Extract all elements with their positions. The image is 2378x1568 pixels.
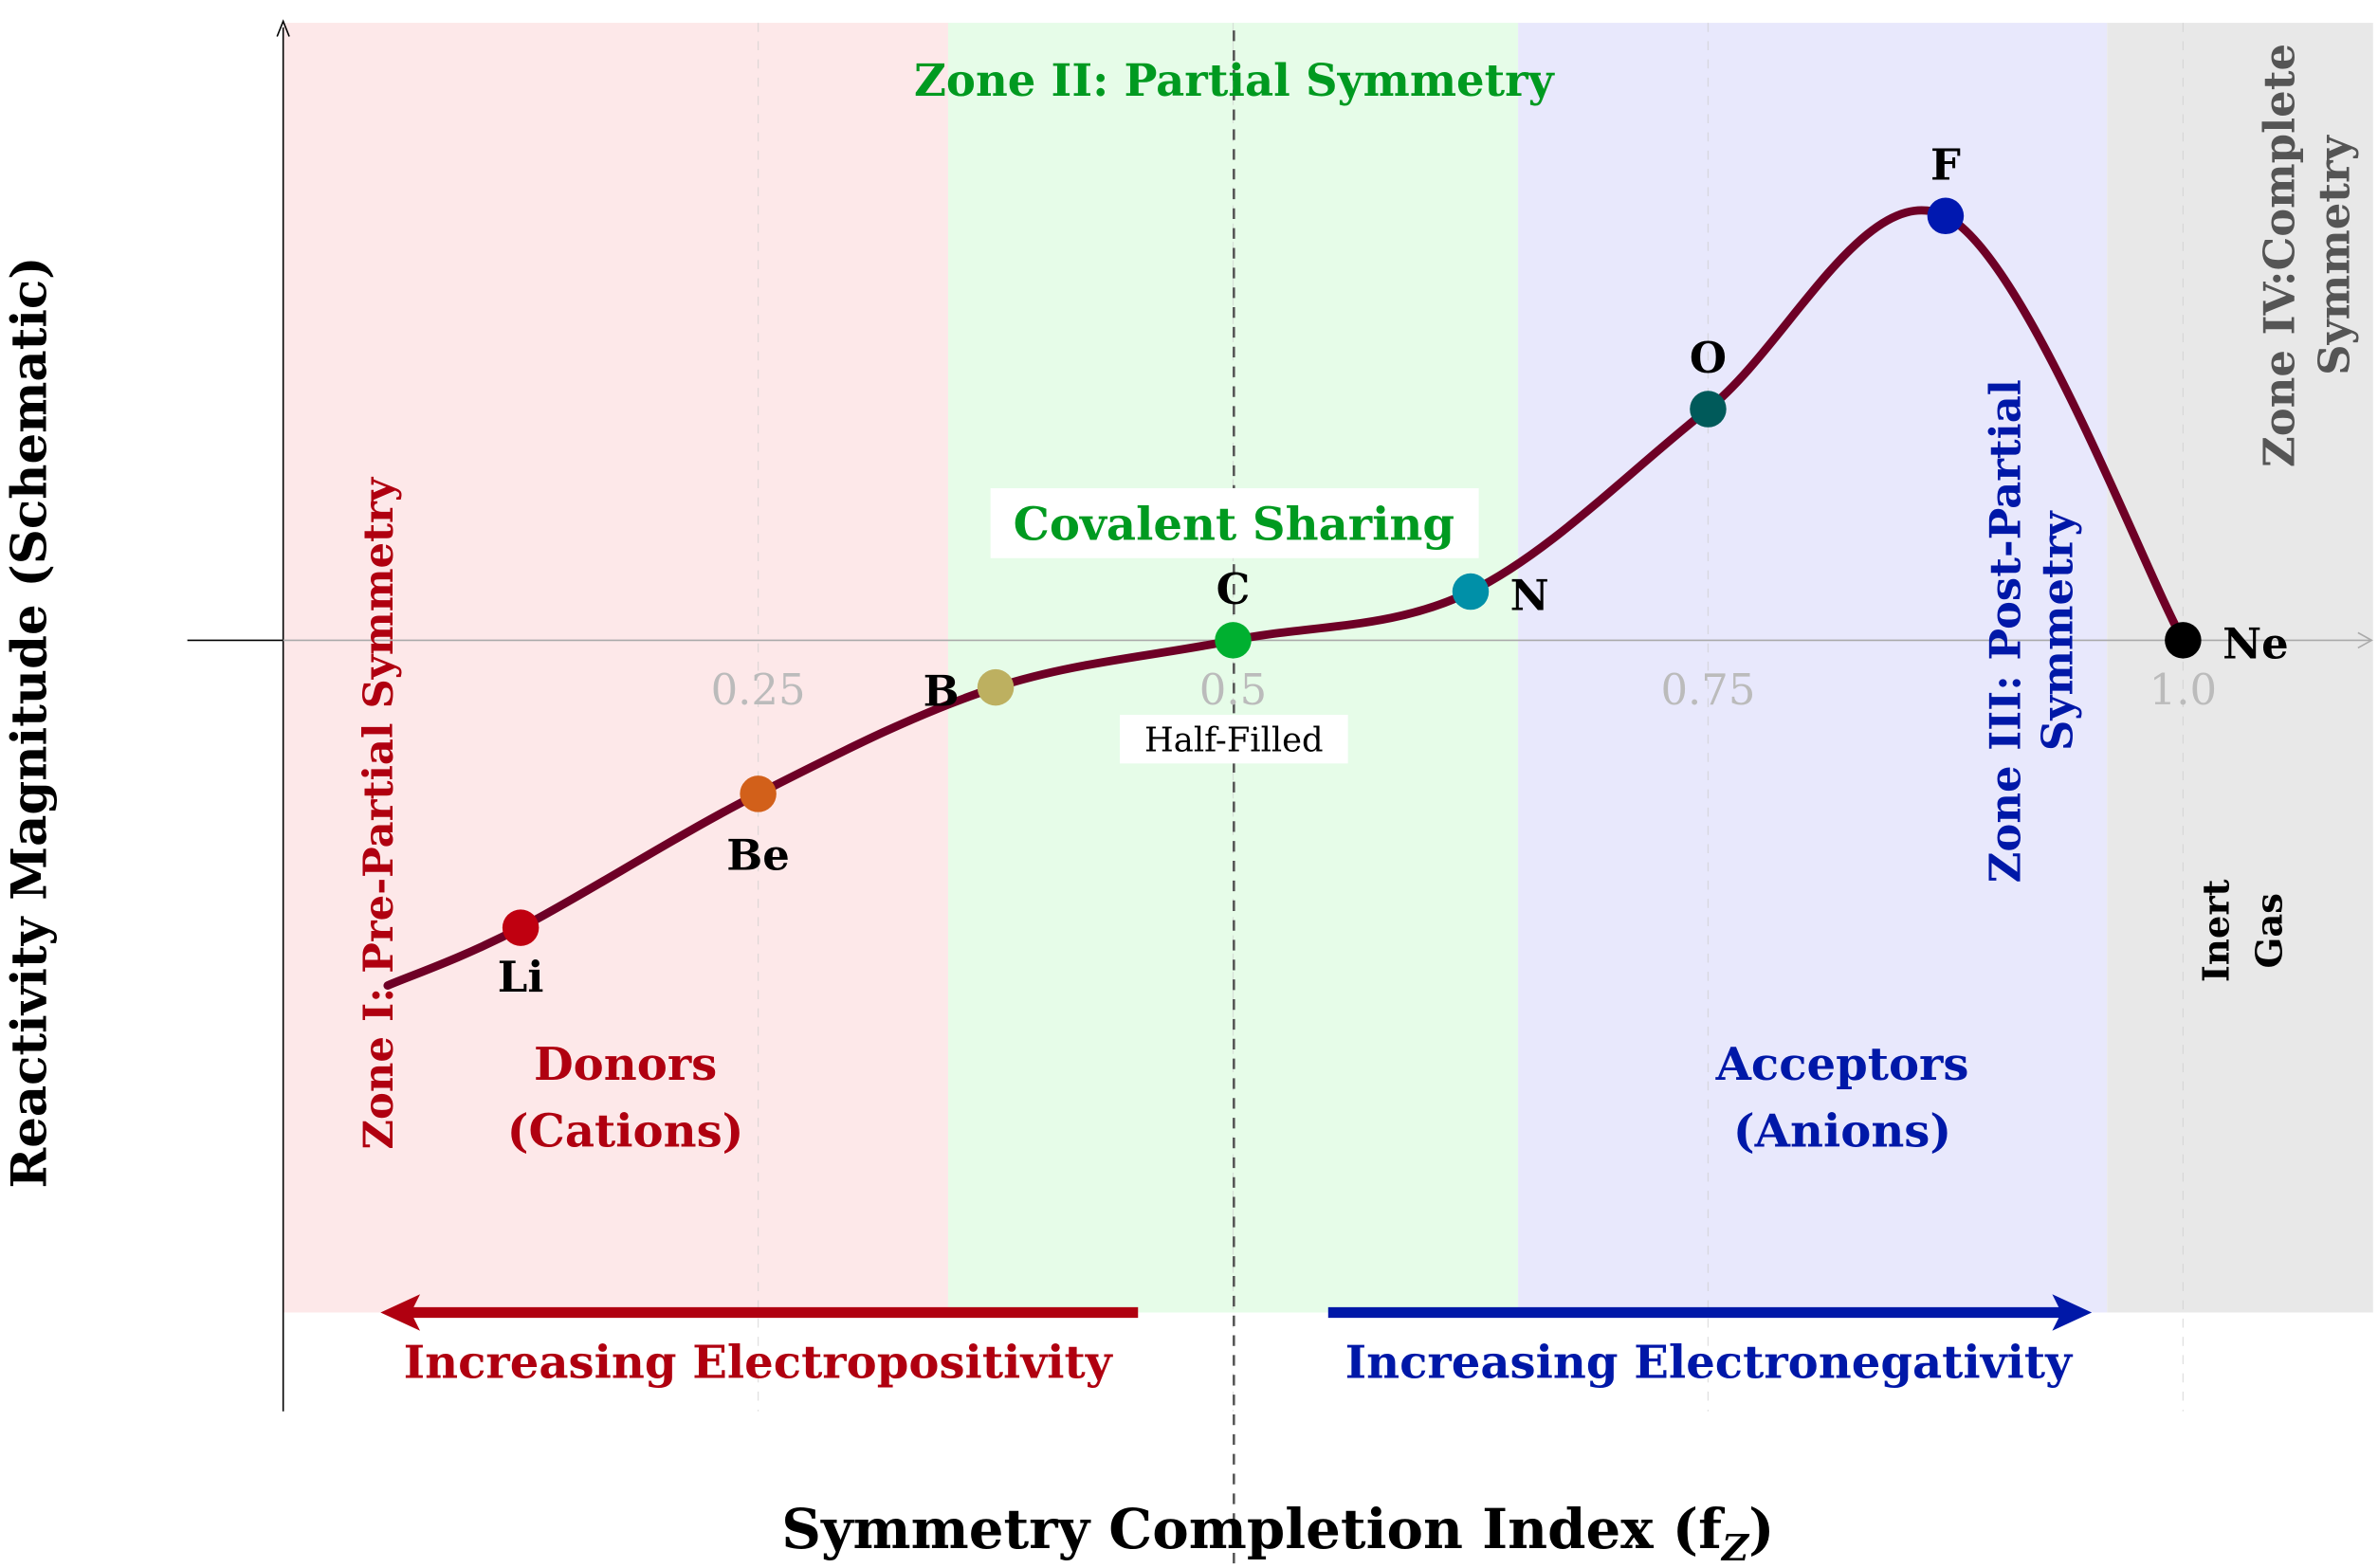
data-label-n: N: [1510, 570, 1549, 620]
y-axis-label: Reactivity Magnitude (Schematic): [1, 257, 58, 1189]
x-tick-label: 0.5: [1199, 665, 1267, 715]
covalent-label-bg: [990, 487, 1479, 558]
x-axis-arrow-icon: [2357, 631, 2373, 649]
data-label-f: F: [1930, 139, 1961, 190]
half-filled-label: Half-Filled: [1144, 721, 1324, 760]
data-point-n: [1452, 573, 1490, 611]
data-point-b: [977, 668, 1015, 706]
x-tick-label: 0.25: [711, 665, 806, 715]
electropositivity-label: Increasing Electropositivity: [404, 1336, 1114, 1389]
x-tick-label: 0.75: [1660, 665, 1755, 715]
data-label-be: Be: [726, 830, 790, 881]
inert-label: Inert: [2196, 879, 2239, 982]
zone-4-background: [2107, 23, 2373, 1313]
data-point-f: [1927, 197, 1965, 235]
zone-3-label-line1: Zone III: Post-Partial: [1981, 379, 2031, 883]
cations-label: (Cations): [507, 1105, 744, 1158]
zone-1-label: Zone I: Pre-Partial Symmetry: [355, 476, 403, 1149]
zone-4-label-line1: Zone IV:Complete: [2255, 44, 2305, 467]
point-layer: Li Be B C N O F Ne: [498, 139, 2289, 1002]
x-tick-label: 1.0: [2149, 665, 2217, 715]
electronegativity-label: Increasing Electronegativity: [1345, 1336, 2074, 1389]
data-label-o: O: [1690, 333, 1727, 383]
anions-label: (Anions): [1733, 1105, 1951, 1158]
data-point-be: [740, 775, 777, 812]
zone-3-background: [1518, 23, 2108, 1313]
x-axis-label-close: ): [1748, 1497, 1774, 1561]
acceptors-label: Acceptors: [1715, 1038, 1969, 1091]
electropositivity-arrowhead-icon: [380, 1294, 421, 1331]
y-axis-arrow-icon: [276, 19, 290, 37]
electronegativity-arrowhead-icon: [2052, 1294, 2093, 1331]
zone-3-label-line2: Symmetry: [2032, 510, 2082, 752]
zone-1-background: [283, 23, 948, 1313]
data-label-b: B: [924, 665, 960, 716]
x-tick-labels: 0.25 0.5 0.75 1.0: [711, 665, 2218, 715]
covalent-sharing-label: Covalent Sharing: [1014, 499, 1454, 552]
zone-4-label-line2: Symmetry: [2309, 134, 2359, 375]
data-point-o: [1690, 391, 1727, 428]
x-axis-label: Symmetry Completion Index (fZ): [781, 1497, 1774, 1568]
data-label-c: C: [1216, 564, 1251, 614]
data-point-c: [1215, 622, 1252, 659]
x-axis-label-main: Symmetry Completion Index (f: [781, 1497, 1725, 1561]
x-axis-label-sub: Z: [1720, 1527, 1750, 1568]
gas-label: Gas: [2249, 893, 2292, 969]
data-label-li: Li: [498, 952, 544, 1002]
donors-label: Donors: [534, 1038, 717, 1091]
half-filled-label-bg: [1120, 715, 1348, 764]
data-point-ne: [2165, 622, 2202, 659]
zone-2-label: Zone II: Partial Symmetry: [914, 54, 1556, 106]
data-label-ne: Ne: [2223, 619, 2289, 669]
data-point-li: [502, 909, 540, 946]
